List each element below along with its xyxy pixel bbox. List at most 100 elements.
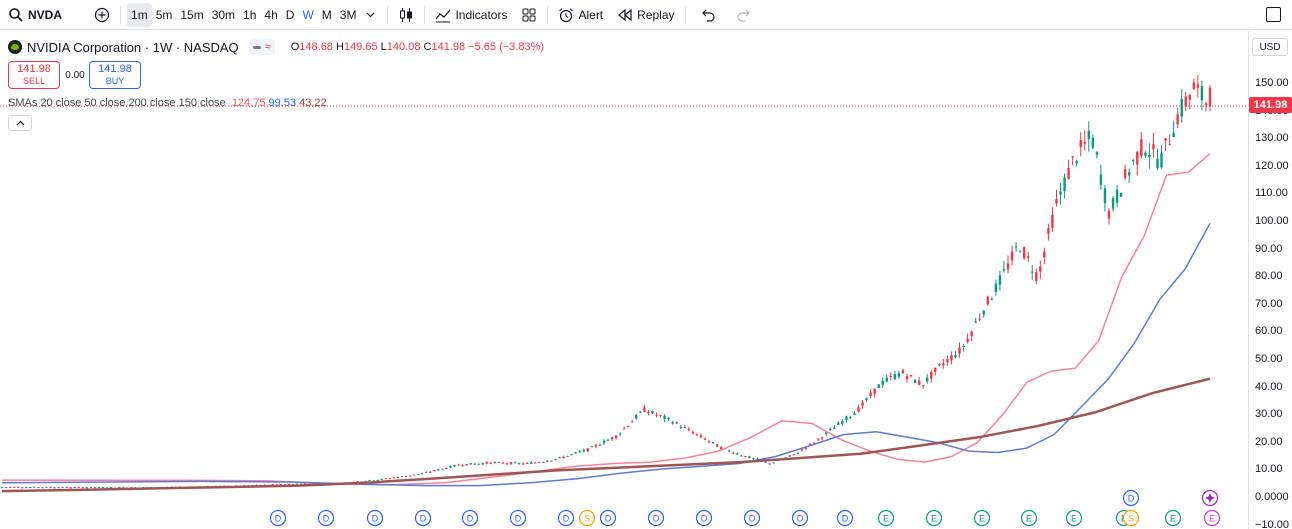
candle-body [865,398,868,401]
candle-body [958,347,961,354]
candle-body [37,487,40,489]
event-marker-label: D [1128,494,1135,504]
candle-body [57,487,60,489]
candle-body [873,388,876,394]
candle-body [683,426,686,428]
change-value: −5.65 (−3.83%) [468,41,545,53]
price-axis[interactable]: 150.00140.00130.00120.00110.00100.0090.0… [1248,31,1292,529]
candle-body [1164,138,1167,141]
interval-m[interactable]: M [321,7,332,22]
close-label: C [423,41,432,53]
symbol-search[interactable]: NVDA [4,3,66,27]
symbol-name: NVDA [28,7,63,22]
indicators-button[interactable]: Indicators [431,3,511,27]
candle-body [994,283,998,292]
interval-1h[interactable]: 1h [243,7,257,22]
candle-body [396,477,400,479]
ohlc-values: O148.68 H149.65 L140.08 C141.98 −5.65 (−… [291,41,544,53]
candle-body [978,318,981,320]
event-marker-dividend [836,509,854,527]
candle-body [53,487,56,489]
candle-body [675,422,678,424]
currency-selector[interactable]: USD [1252,38,1288,56]
candle-body [299,483,303,485]
candle-body [574,452,577,454]
candle-body [1123,169,1127,178]
sma200-value: 43.22 [299,97,327,109]
sell-label: SELL [22,76,46,86]
candle-body [1208,87,1212,107]
candle-body [651,410,654,414]
candle-body [820,437,824,439]
compare-symbol-button[interactable] [90,3,114,27]
event-marker-label: E [1026,514,1032,524]
candle-body [1180,98,1183,117]
sma200-line [1,377,1211,493]
candle-body [69,487,72,489]
replay-button[interactable]: Replay [613,3,678,27]
candle-body [934,367,937,372]
interval-w[interactable]: W [302,7,314,22]
event-marker-label: S [584,514,590,524]
candle-body [788,455,792,457]
candle-body [1047,228,1050,234]
alert-button[interactable]: Alert [554,3,607,27]
symbol-title[interactable]: NVIDIA Corporation · 1W · NASDAQ [27,39,239,55]
price-tick-label: 40.00 [1255,380,1283,393]
event-marker-dividend [791,509,809,527]
event-marker-label: E [1071,514,1077,524]
candle-body [1200,85,1204,101]
candle-body [647,411,650,414]
candle-body [578,451,581,453]
candle-body [772,462,775,464]
candle-body [33,486,36,488]
candle-body [364,481,367,483]
collapse-legend-button[interactable] [8,115,32,131]
candle-body [582,449,585,452]
candle-body [586,448,590,452]
nvidia-logo-icon [8,40,22,54]
sell-button[interactable]: 141.98 SELL [8,61,60,89]
candle-body [921,385,925,387]
candle-body [1136,151,1139,165]
buy-button[interactable]: 141.98 BUY [89,61,141,89]
sma-legend[interactable]: SMAs 20 close 50 close 200 close 150 clo… [8,97,327,109]
legend-toggle[interactable]: ≈ [248,39,275,55]
interval-4h[interactable]: 4h [264,7,278,22]
undo-button[interactable] [696,3,724,27]
price-chart[interactable]: DDDDDDDSDDDDDDEEEEEESEED [0,31,1248,529]
layouts-button[interactable] [517,3,541,27]
interval-1m[interactable]: 1m [127,2,152,27]
price-tick-label: 90.00 [1255,242,1283,255]
candle-body [8,486,12,488]
candle-body [1204,103,1208,106]
candle-body [877,384,880,388]
price-tick-label: 100.00 [1255,215,1289,227]
candle-body [566,455,569,457]
candle-body [631,421,634,423]
sell-price: 141.98 [17,63,51,75]
close-value: 141.98 [431,41,466,53]
interval-d[interactable]: D [285,7,295,22]
interval-5m[interactable]: 5m [155,7,173,22]
chart-type-button[interactable] [394,3,418,27]
candle-body [477,463,480,465]
wave-icon: ≈ [264,41,271,53]
chart-pane[interactable]: DDDDDDDSDDDDDDEEEEEESEED [0,31,1248,529]
fullscreen-button[interactable] [1266,7,1281,22]
candle-body [441,468,444,470]
event-marker-label: E [931,514,937,524]
interval-15m[interactable]: 15m [180,7,204,22]
interval-30m[interactable]: 30m [211,7,236,22]
candle-body [481,463,484,465]
candle-body [461,465,464,467]
candle-body [303,483,307,485]
interval-3m[interactable]: 3M [339,7,357,22]
candle-body [901,370,905,374]
candle-body [606,439,610,441]
price-tick-label: 150.00 [1255,77,1289,89]
interval-dropdown[interactable] [360,3,381,27]
candle-body [962,345,965,348]
redo-button[interactable] [732,3,760,27]
candle-body [752,458,755,460]
